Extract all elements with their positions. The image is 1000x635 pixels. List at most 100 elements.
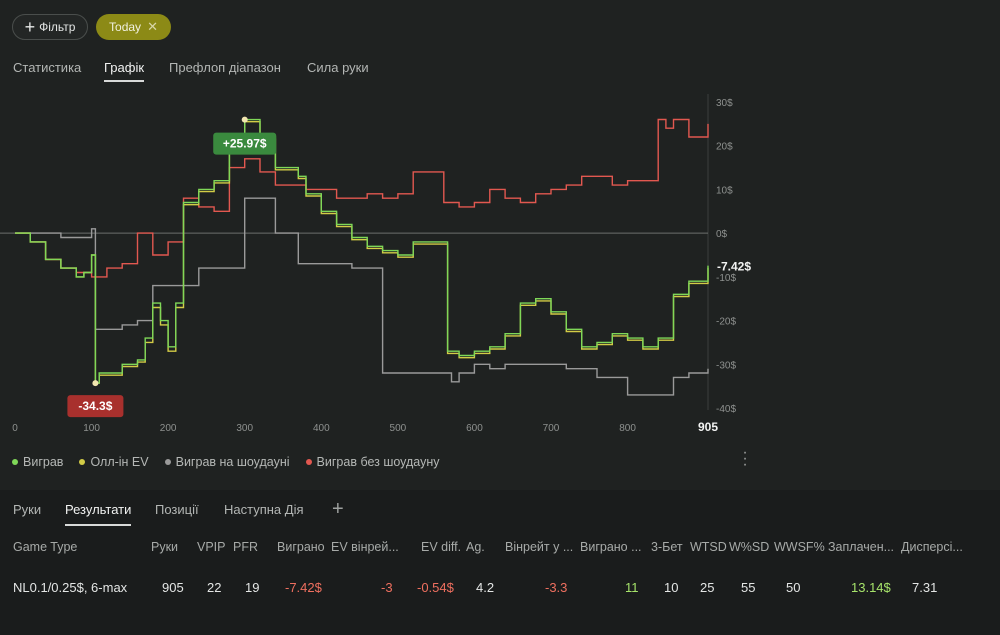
table-header: Game Type Руки VPIP PFR Виграно EV вінре… bbox=[0, 540, 1000, 560]
today-label: Today bbox=[109, 20, 142, 34]
bottom-tabs: Руки Результати Позиції Наступна Дія + bbox=[0, 498, 1000, 528]
column-header[interactable]: PFR bbox=[233, 540, 258, 554]
x-tick-label: 100 bbox=[83, 423, 100, 434]
chart-lines bbox=[15, 118, 709, 396]
tab-hand-strength[interactable]: Сила руки bbox=[307, 60, 369, 75]
min-point bbox=[92, 380, 99, 387]
column-header[interactable]: Виграно ... bbox=[580, 540, 642, 554]
legend-label: Виграв bbox=[23, 455, 64, 469]
more-options-icon[interactable]: · · · bbox=[742, 444, 748, 473]
add-tab-icon[interactable]: + bbox=[332, 498, 344, 520]
column-header[interactable]: EV diff. bbox=[421, 540, 462, 554]
chart-svg: 30$ 20$ 10$ 0$ -10$ -20$ -30$ -40$ 0 100 200 300 40… bbox=[0, 94, 751, 434]
column-header[interactable]: Дисперсі... bbox=[901, 540, 963, 554]
cell-pfr: 19 bbox=[245, 580, 260, 595]
cell-ev-winrate: -3 bbox=[381, 580, 393, 595]
cell-wtsd: 25 bbox=[700, 580, 715, 595]
table-row[interactable]: NL0.1/0.25$, 6-max 905 22 19 -7.42$ -3 -… bbox=[0, 580, 1000, 602]
results-chart[interactable]: 30$ 20$ 10$ 0$ -10$ -20$ -30$ -40$ 0 100 200 300 40… bbox=[0, 90, 760, 490]
series-line bbox=[15, 118, 709, 384]
cell-won: -7.42$ bbox=[285, 580, 322, 595]
y-axis-labels: 30$ 20$ 10$ 0$ -10$ -20$ -30$ -40$ bbox=[716, 98, 736, 415]
x-tick-label: 500 bbox=[390, 423, 407, 434]
column-header[interactable]: Заплачен... bbox=[828, 540, 895, 554]
legend-dot bbox=[164, 459, 171, 465]
cell-ev-diff: -0.54$ bbox=[417, 580, 454, 595]
cell-winrate: -3.3 bbox=[545, 580, 568, 595]
close-icon[interactable]: ✕ bbox=[147, 19, 158, 34]
cell-3bet: 10 bbox=[664, 580, 679, 595]
x-tick-label: 300 bbox=[236, 423, 253, 434]
max-label: +25.97$ bbox=[223, 137, 267, 151]
end-value-label: -7.42$ bbox=[717, 260, 751, 274]
column-header[interactable]: VPIP bbox=[197, 540, 226, 554]
top-bar: + Фільтр Today ✕ Статистика Графік Префл… bbox=[0, 0, 1000, 90]
legend-label: Виграв на шоудауні bbox=[175, 455, 290, 469]
x-tick-label: 905 bbox=[698, 420, 718, 434]
column-header[interactable]: WTSD bbox=[690, 540, 727, 554]
y-tick-label: 0$ bbox=[716, 229, 728, 240]
y-tick-label: -10$ bbox=[716, 273, 736, 284]
cell-won-2: 11 bbox=[625, 580, 639, 595]
legend-dot bbox=[79, 459, 86, 465]
max-label-box bbox=[213, 132, 277, 155]
cell-variance: 7.31 bbox=[912, 580, 938, 595]
legend-item-won[interactable]: Виграв bbox=[12, 454, 63, 470]
column-header[interactable]: EV вінрей... bbox=[331, 540, 399, 554]
legend-label: Олл-ін EV bbox=[90, 455, 149, 469]
cell-vpip: 22 bbox=[207, 580, 222, 595]
y-tick-label: -40$ bbox=[716, 404, 736, 415]
series-line bbox=[15, 197, 709, 396]
series-line bbox=[15, 118, 709, 278]
x-tick-label: 600 bbox=[466, 423, 483, 434]
legend-label: Виграв без шоудауну bbox=[316, 455, 440, 469]
cell-paid: 13.14$ bbox=[851, 580, 891, 595]
add-filter-button[interactable]: + Фільтр bbox=[12, 14, 88, 40]
legend-dot bbox=[305, 459, 312, 465]
cell-ag: 4.2 bbox=[476, 580, 495, 595]
x-tick-label: 400 bbox=[313, 423, 330, 434]
x-tick-label: 0 bbox=[12, 423, 18, 434]
column-header[interactable]: Виграно bbox=[277, 540, 325, 554]
x-tick-label: 700 bbox=[543, 423, 560, 434]
legend-dot bbox=[12, 459, 18, 465]
y-tick-label: -30$ bbox=[716, 360, 736, 371]
tab-statistics[interactable]: Статистика bbox=[13, 60, 82, 75]
tab-graph[interactable]: Графік bbox=[104, 60, 145, 82]
x-axis-labels: 0 100 200 300 400 500 600 700 800 905 bbox=[12, 420, 718, 434]
min-label-box bbox=[67, 395, 124, 418]
column-header[interactable]: 3-Бет bbox=[651, 540, 683, 554]
series-line bbox=[15, 121, 709, 384]
filter-label: Фільтр bbox=[39, 20, 76, 34]
y-tick-label: 30$ bbox=[716, 98, 733, 109]
plus-icon: + bbox=[24, 17, 36, 37]
tab-preflop-range[interactable]: Префлоп діапазон bbox=[169, 60, 281, 75]
cell-wwsf: 50 bbox=[786, 580, 801, 595]
tab-hands[interactable]: Руки bbox=[13, 502, 42, 517]
chart-legend: Виграв Олл-ін EV Виграв на шоудауні Вигр… bbox=[12, 454, 440, 470]
max-point bbox=[241, 116, 248, 123]
x-tick-label: 200 bbox=[160, 423, 177, 434]
column-header[interactable]: WWSF% bbox=[774, 540, 825, 554]
legend-item-allin-ev[interactable]: Олл-ін EV bbox=[79, 454, 149, 470]
cell-wsd: 55 bbox=[741, 580, 756, 595]
y-tick-label: -20$ bbox=[716, 317, 736, 328]
y-tick-label: 10$ bbox=[716, 185, 733, 196]
cell-hands: 905 bbox=[162, 580, 184, 595]
y-tick-label: 20$ bbox=[716, 142, 733, 153]
tab-next-action[interactable]: Наступна Дія bbox=[224, 502, 304, 517]
x-tick-label: 800 bbox=[619, 423, 636, 434]
column-header[interactable]: Вінрейт у ... bbox=[505, 540, 574, 554]
tab-results[interactable]: Результати bbox=[65, 502, 132, 526]
column-header[interactable]: Game Type bbox=[13, 540, 78, 554]
legend-item-showdown[interactable]: Виграв на шоудауні bbox=[164, 454, 290, 470]
chart-grid bbox=[0, 94, 709, 410]
column-header[interactable]: Руки bbox=[151, 540, 179, 554]
column-header[interactable]: Ag. bbox=[466, 540, 485, 554]
tab-positions[interactable]: Позиції bbox=[155, 502, 199, 517]
today-filter-chip[interactable]: Today ✕ bbox=[96, 14, 171, 40]
chart-annotations: +25.97$ -34.3$ -7.42$ bbox=[67, 116, 751, 418]
column-header[interactable]: W%SD bbox=[729, 540, 770, 554]
min-label: -34.3$ bbox=[78, 399, 112, 413]
legend-item-non-showdown[interactable]: Виграв без шоудауну bbox=[305, 454, 440, 470]
